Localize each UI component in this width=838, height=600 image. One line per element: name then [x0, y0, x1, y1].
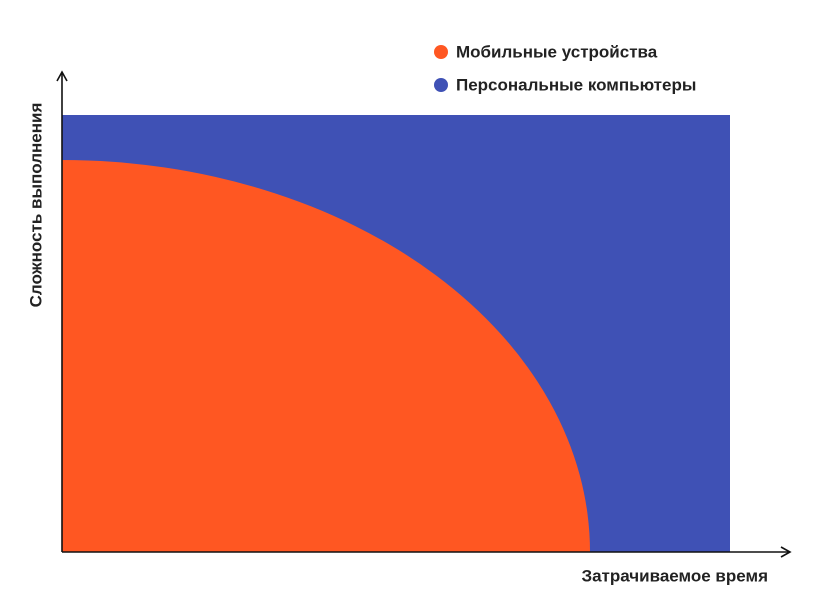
legend-marker [434, 78, 448, 92]
legend-marker [434, 45, 448, 59]
legend-label: Персональные компьютеры [456, 75, 696, 94]
y-axis-label: Сложность выполнения [26, 103, 45, 308]
legend-label: Мобильные устройства [456, 42, 658, 61]
x-axis-label: Затрачиваемое время [581, 566, 768, 585]
mobile-area [62, 160, 590, 552]
